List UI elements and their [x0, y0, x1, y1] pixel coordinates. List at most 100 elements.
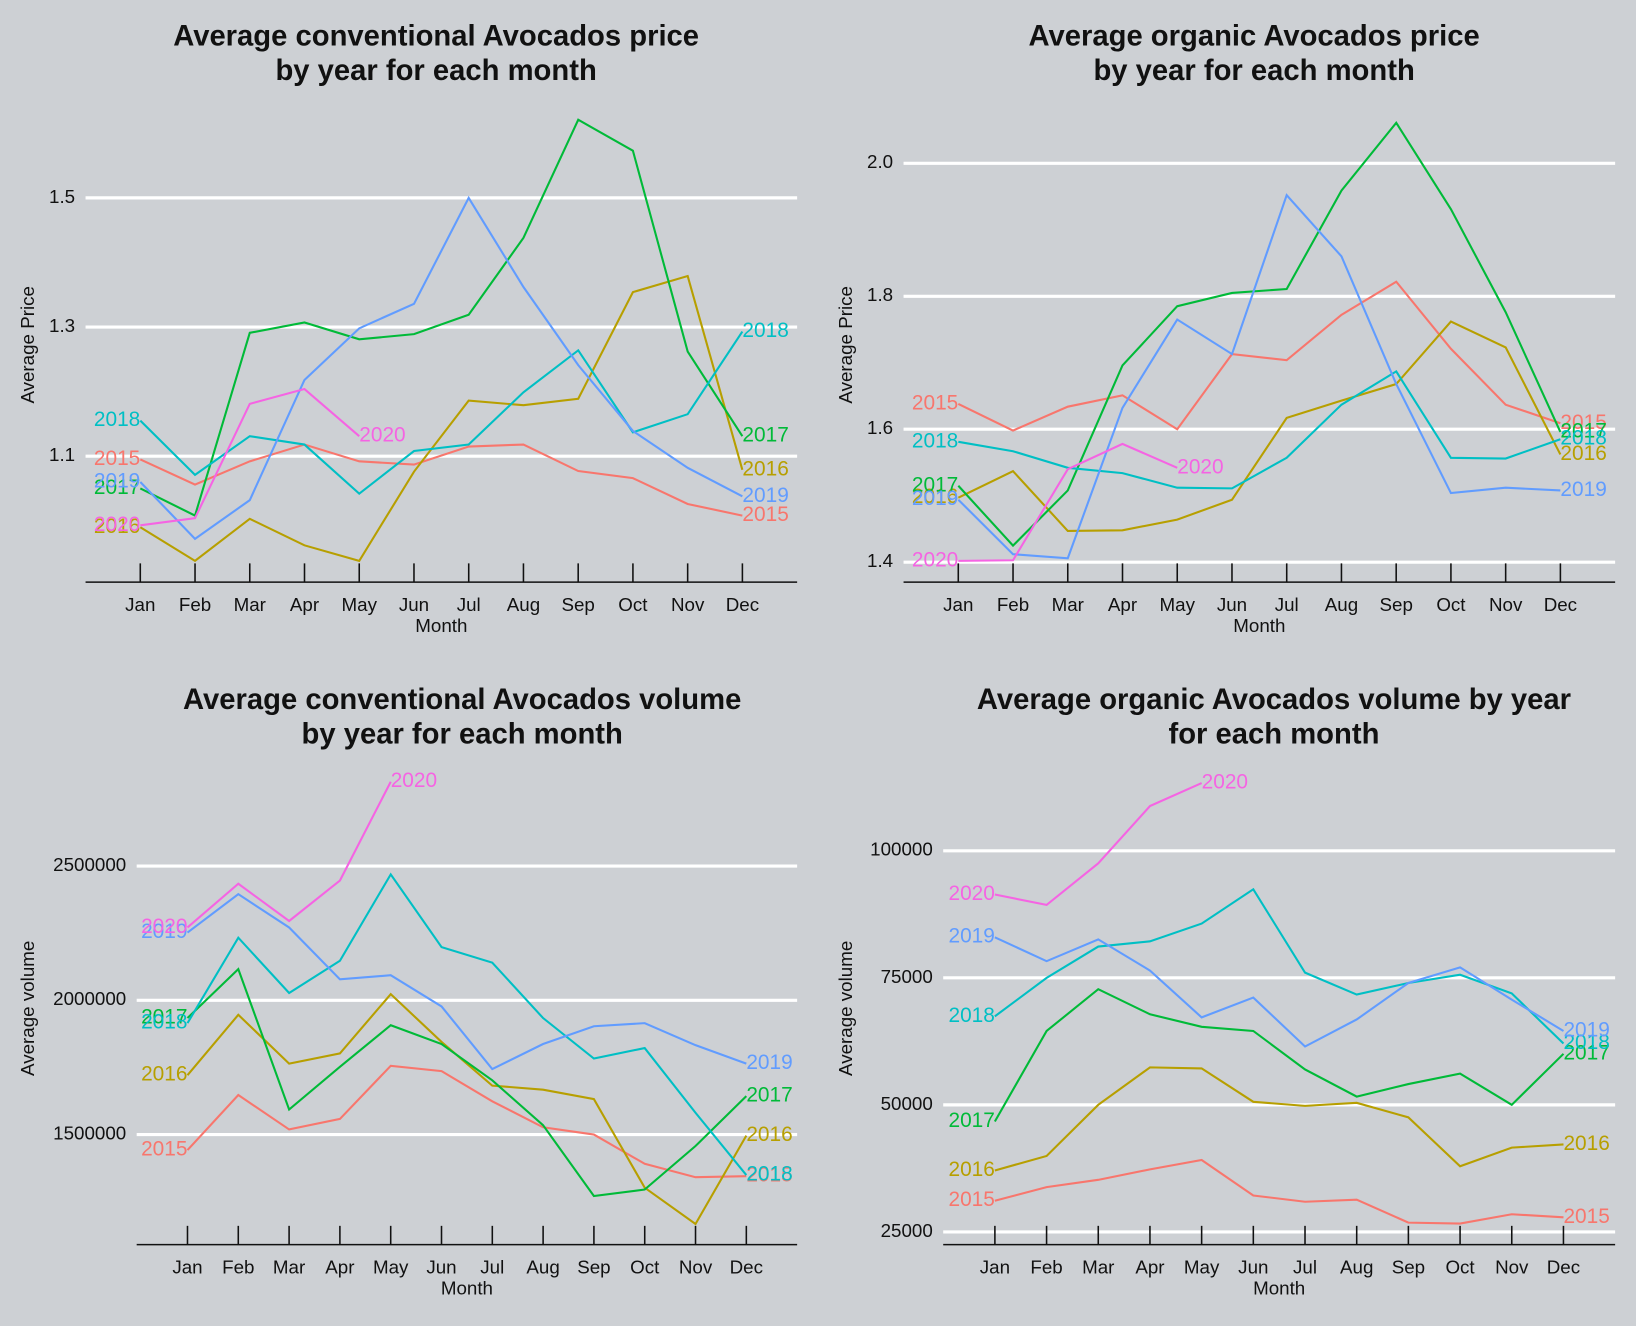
series-start-label: 2017: [94, 476, 140, 499]
x-tick-label: Aug: [1340, 1257, 1373, 1278]
series-end-label: 2018: [1560, 427, 1606, 450]
series-start-label: 2018: [912, 429, 958, 452]
series-end-label: 2017: [1560, 419, 1606, 442]
series-start-label: 2017: [912, 473, 958, 496]
series-end-label: 2020: [391, 769, 437, 792]
series-line: [139, 330, 744, 496]
x-tick-label: Dec: [726, 594, 759, 615]
series-end-label: 2015: [1563, 1205, 1609, 1228]
series-line: [957, 280, 1561, 432]
y-tick-label: 2000000: [53, 988, 126, 1009]
series-end-label: 2015: [742, 503, 788, 526]
series-start-label: 2020: [948, 882, 994, 905]
series-end-label: 2020: [1177, 455, 1223, 478]
x-tick-label: Oct: [1436, 594, 1466, 615]
series-end-label: 2017: [746, 1084, 792, 1107]
chart-title: Average organic Avocados volume by year f…: [977, 684, 1571, 750]
series-line: [139, 274, 744, 563]
x-tick-label: Nov: [1495, 1257, 1529, 1278]
series-end-label: 2016: [746, 1123, 792, 1146]
series-end-label: 2016: [1560, 442, 1606, 465]
y-tick-label: 1.3: [49, 315, 75, 336]
series-end-label: 2019: [1563, 1018, 1609, 1041]
series-line: [186, 1064, 747, 1179]
series-end-label: 2017: [742, 424, 788, 447]
x-tick-label: Mar: [273, 1257, 305, 1278]
series-line: [186, 967, 748, 1198]
series-start-label: 2017: [141, 1006, 187, 1029]
series-start-label: 2020: [912, 548, 958, 571]
chart-title: Average conventional Avocados volume by y…: [183, 684, 741, 750]
series-start-label: 2015: [94, 447, 140, 470]
x-tick-label: Apr: [1135, 1257, 1164, 1278]
x-tick-label: Aug: [507, 594, 540, 615]
series-line: [140, 387, 360, 527]
x-tick-label: Jan: [943, 594, 973, 615]
x-axis-label: Month: [1233, 615, 1285, 636]
x-tick-label: Sep: [1392, 1257, 1425, 1278]
x-tick-label: Sep: [1379, 594, 1412, 615]
x-tick-label: Jan: [172, 1257, 202, 1278]
y-tick-label: 100000: [870, 839, 933, 860]
series-start-label: 2020: [94, 513, 140, 536]
y-tick-label: 1500000: [53, 1122, 126, 1143]
x-tick-label: Apr: [325, 1257, 354, 1278]
series-line: [993, 988, 1565, 1123]
x-tick-label: Nov: [671, 594, 705, 615]
series-start-label: 2019: [94, 470, 140, 493]
series-end-label: 2019: [746, 1051, 792, 1074]
series-start-label: 2019: [912, 487, 958, 510]
series-start-label: 2015: [912, 391, 958, 414]
x-tick-label: Jul: [480, 1257, 504, 1278]
y-tick-label: 50000: [881, 1093, 933, 1114]
x-tick-label: Aug: [526, 1257, 559, 1278]
y-tick-label: 25000: [881, 1220, 933, 1241]
y-axis-label: Average volume: [835, 941, 856, 1076]
y-tick-label: 2500000: [53, 854, 126, 875]
series-start-label: 2018: [948, 1004, 994, 1027]
series-line: [957, 320, 1562, 532]
series-start-label: 2016: [948, 1158, 994, 1181]
y-tick-label: 1.8: [867, 284, 893, 305]
y-tick-label: 1.1: [49, 444, 75, 465]
x-tick-label: Sep: [577, 1257, 610, 1278]
series-line: [139, 443, 743, 517]
series-start-label: 2015: [141, 1138, 187, 1161]
series-line: [139, 118, 744, 518]
x-tick-label: Feb: [997, 594, 1029, 615]
series-line: [186, 781, 392, 929]
series-end-label: 2018: [1563, 1031, 1609, 1054]
x-tick-label: Mar: [1082, 1257, 1114, 1278]
y-tick-label: 75000: [881, 966, 933, 987]
series-start-label: 2017: [948, 1109, 994, 1132]
series-start-label: 2016: [141, 1063, 187, 1086]
y-tick-label: 2.0: [867, 151, 893, 172]
series-start-label: 2020: [141, 915, 187, 938]
series-line: [186, 872, 748, 1176]
series-end-label: 2015: [1560, 411, 1606, 434]
y-tick-label: 1.5: [49, 186, 75, 207]
series-line: [994, 1158, 1564, 1225]
series-line: [958, 442, 1178, 562]
x-tick-label: Mar: [1052, 594, 1084, 615]
series-end-label: 2019: [742, 484, 788, 507]
y-tick-label: 1.6: [867, 417, 893, 438]
series-end-label: 2019: [1560, 478, 1606, 501]
series-start-label: 2015: [948, 1188, 994, 1211]
x-tick-label: Feb: [222, 1257, 254, 1278]
series-line: [994, 887, 1565, 1045]
x-tick-label: Apr: [1108, 594, 1137, 615]
x-tick-label: Dec: [1544, 594, 1577, 615]
chart-title: Average organic Avocados price by year fo…: [1029, 20, 1480, 86]
series-line: [994, 1066, 1564, 1172]
series-start-label: 2019: [141, 920, 187, 943]
x-tick-label: Nov: [1489, 594, 1523, 615]
series-line: [186, 992, 748, 1226]
x-tick-label: Dec: [1547, 1257, 1580, 1278]
x-tick-label: May: [342, 594, 378, 615]
y-axis-label: Average volume: [17, 941, 38, 1076]
series-start-label: 2018: [94, 408, 140, 431]
series-end-label: 2020: [1202, 771, 1248, 794]
x-tick-label: Jan: [980, 1257, 1010, 1278]
series-end-label: 2016: [742, 457, 788, 480]
